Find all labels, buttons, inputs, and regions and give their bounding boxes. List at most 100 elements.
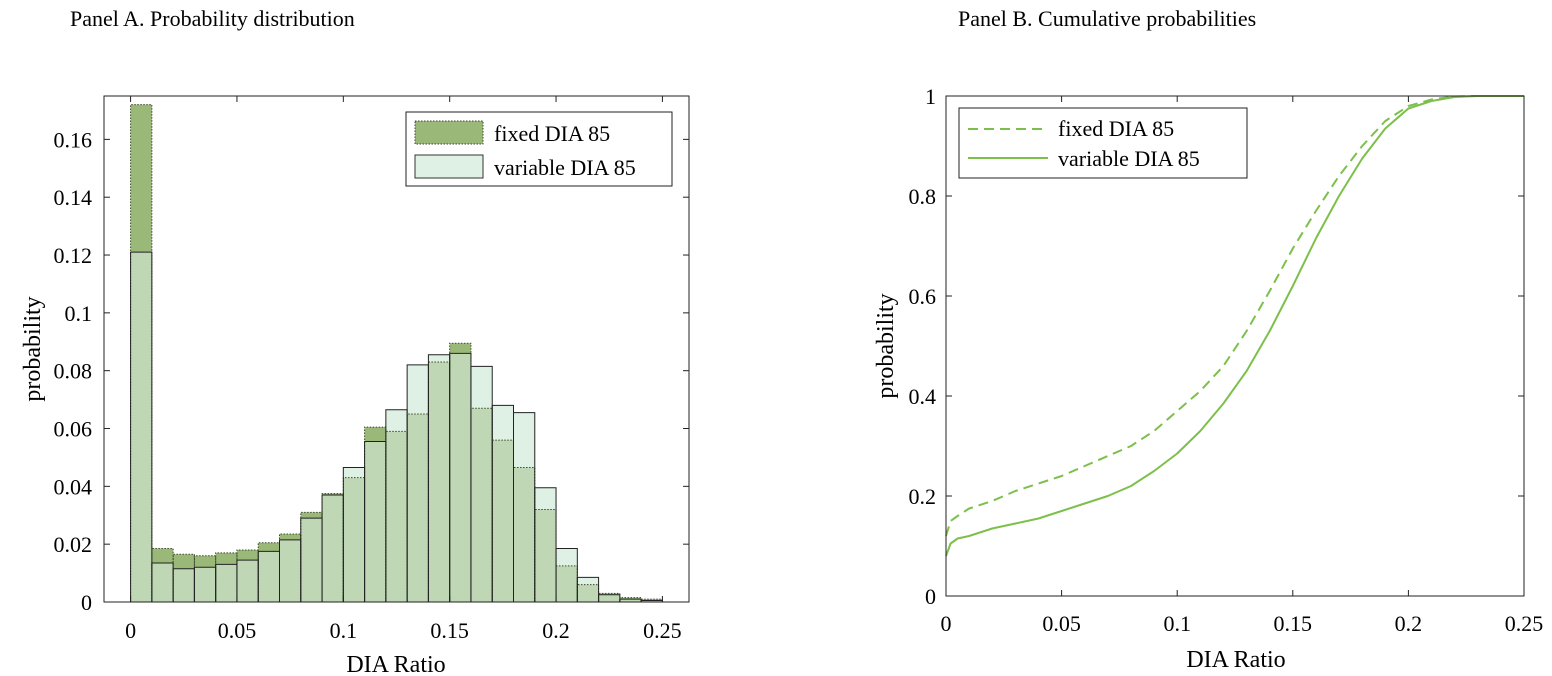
variable-bar — [385, 409, 408, 432]
variable-bar — [492, 405, 514, 441]
panel-a-histogram: 0 0.05 0.1 0.15 0.2 0.25 0 0.02 0.04 0.06 0.08 0.1 0… — [20, 95, 690, 676]
overlap-bar — [407, 414, 429, 602]
cdf-lines — [945, 95, 1524, 557]
fixed-bar-outline — [151, 548, 174, 602]
panel-a-title: Panel A. Probability distribution — [70, 6, 355, 31]
variable-bar — [556, 548, 578, 566]
x-tick-label: 0.05 — [1042, 611, 1081, 636]
overlap-bar — [449, 353, 471, 602]
variable-bar — [407, 364, 429, 415]
variable-bar — [513, 412, 535, 468]
x-tick-label: 0 — [941, 611, 952, 636]
fixed-bar — [322, 493, 344, 496]
legend-swatch-fixed — [414, 120, 484, 145]
overlap-bar — [534, 509, 557, 602]
fixed-bar — [641, 599, 663, 601]
legend-label-variable: variable DIA 85 — [1058, 146, 1200, 171]
fixed-bar — [151, 548, 174, 563]
y-tick-label: 0 — [925, 584, 936, 609]
fixed-bar — [449, 343, 471, 354]
fixed-series-bars — [130, 104, 663, 601]
bar-edges — [130, 104, 663, 602]
panel-b-plot-area — [946, 96, 1524, 596]
fixed-bar-outline — [172, 553, 195, 602]
overlap-bar — [300, 518, 323, 602]
fixed-bar — [173, 554, 195, 569]
panel-b-title: Panel B. Cumulative probabilities — [958, 6, 1257, 31]
variable-series-bars — [343, 354, 599, 585]
overlap-bar — [322, 495, 344, 602]
fixed-bar — [364, 427, 386, 442]
legend-box — [958, 107, 1248, 179]
x-tick-label: 0 — [125, 618, 136, 643]
overlap-bar — [641, 600, 663, 602]
overlap-bar — [236, 560, 259, 602]
x-tick-label: 0.25 — [643, 618, 682, 643]
fixed-bar-outline — [257, 542, 280, 602]
variable-bar — [428, 354, 450, 363]
panel-b-cumulative: 0 0.05 0.1 0.15 0.2 0.25 0 0.2 0.4 0.6 0.8 1 DIA Ra… — [873, 84, 1543, 673]
overlap-bar — [598, 594, 620, 602]
variable-bar — [470, 366, 493, 409]
panel-b-axes-box — [945, 95, 1525, 597]
panel-b-ticks: 0 0.05 0.1 0.15 0.2 0.25 0 0.2 0.4 0.6 0.8 1 — [909, 84, 1544, 636]
variable-bar-outline — [534, 487, 557, 602]
variable-bar-outline — [576, 576, 600, 602]
fixed-bar — [598, 593, 620, 595]
y-tick-label: 0.1 — [65, 301, 93, 326]
variable-bar — [534, 487, 557, 510]
y-tick-label: 0.04 — [54, 474, 93, 499]
panel-b-legend: fixed DIA 85 variable DIA 85 — [958, 107, 1248, 179]
x-tick-label: 0.2 — [542, 618, 570, 643]
y-tick-label: 0.02 — [54, 532, 93, 557]
fixed-bar — [258, 542, 280, 552]
overlap-bar — [513, 467, 535, 602]
y-tick-label: 0 — [81, 590, 92, 615]
panel-a-ticks: 0 0.05 0.1 0.15 0.2 0.25 0 0.02 0.04 0.06 0.08 0.1 0… — [54, 96, 689, 643]
y-tick-label: 0.8 — [909, 184, 937, 209]
y-tick-label: 1 — [925, 84, 936, 109]
x-tick-label: 0.25 — [1505, 611, 1544, 636]
overlap-bar — [619, 599, 642, 602]
overlap-bar — [194, 567, 216, 602]
legend-label-fixed: fixed DIA 85 — [494, 121, 610, 146]
y-tick-label: 0.6 — [909, 284, 937, 309]
overlap-bar — [130, 252, 152, 602]
variable-bar-outline — [130, 251, 153, 602]
y-tick-label: 0.14 — [54, 185, 93, 210]
fixed-bar — [236, 549, 259, 561]
panel-a-xlabel: DIA Ratio — [346, 652, 445, 676]
legend-swatch-variable — [414, 154, 484, 179]
variable-cdf-line — [945, 95, 1524, 557]
fixed-bar — [619, 597, 642, 600]
y-tick-label: 0.16 — [54, 127, 93, 152]
x-tick-label: 0.15 — [1274, 611, 1313, 636]
panel-b-xlabel: DIA Ratio — [1186, 647, 1285, 673]
fixed-bar-outline — [130, 104, 153, 602]
panel-a-ylabel: probability — [20, 296, 46, 401]
variable-bar — [577, 577, 599, 585]
overlap-bar — [279, 539, 301, 602]
overlap-bar — [173, 568, 195, 602]
x-tick-label: 0.15 — [430, 618, 469, 643]
panel-a-legend: fixed DIA 85 variable DIA 85 — [405, 111, 673, 187]
variable-bar-outline — [555, 548, 578, 602]
y-tick-label: 0.2 — [909, 484, 937, 509]
x-tick-label: 0.1 — [1163, 611, 1191, 636]
fixed-bar — [300, 512, 323, 519]
panel-a-axes-box — [103, 95, 690, 603]
overlap-bar — [258, 551, 280, 602]
fixed-bar — [130, 104, 152, 253]
overlap-bar — [364, 441, 386, 602]
y-tick-label: 0.12 — [54, 243, 93, 268]
x-tick-label: 0.05 — [218, 618, 257, 643]
y-tick-label: 0.08 — [54, 359, 93, 384]
fixed-bar-outline — [576, 584, 600, 602]
x-tick-label: 0.1 — [330, 618, 358, 643]
fixed-bar — [215, 552, 237, 565]
overlap-bar — [577, 584, 599, 602]
legend-label-variable: variable DIA 85 — [494, 155, 636, 180]
fixed-bar — [279, 534, 301, 540]
overlap-bar — [556, 565, 578, 602]
